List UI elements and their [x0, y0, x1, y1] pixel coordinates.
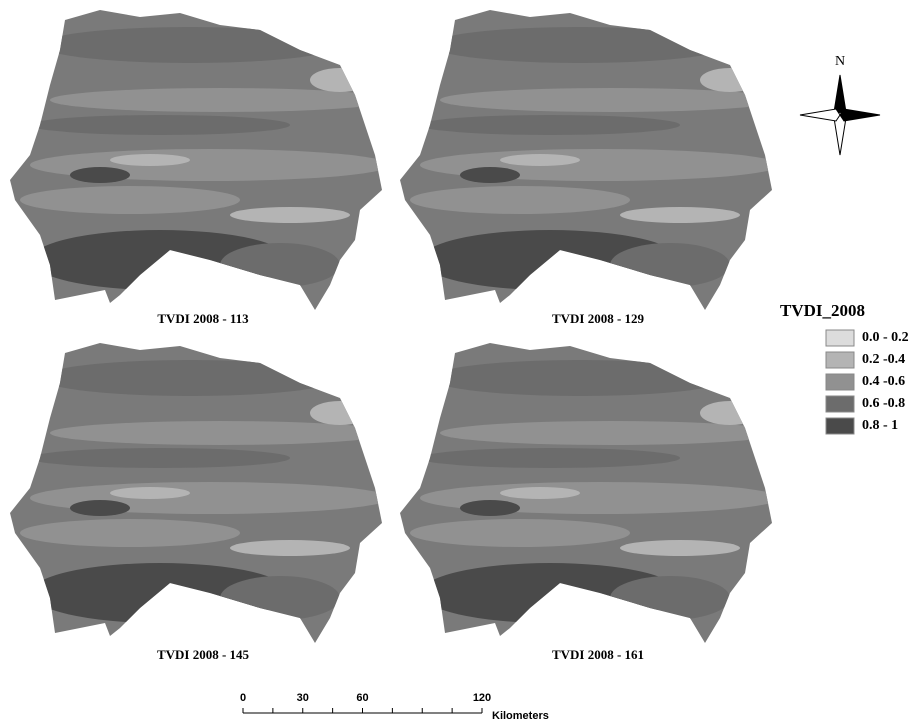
- scale-label: 60: [356, 692, 368, 704]
- scale-label: 30: [297, 692, 309, 704]
- legend-swatch: [826, 374, 854, 390]
- legend-swatch: [826, 330, 854, 346]
- map-panel: [400, 338, 780, 643]
- north-arrow: N: [800, 54, 880, 155]
- map-panel: [10, 338, 390, 643]
- scale-label: 120: [473, 692, 491, 704]
- map-panel: [10, 5, 390, 310]
- scale-unit: Kilometers: [492, 710, 549, 722]
- legend-label: 0.0 - 0.2: [862, 330, 909, 345]
- map-panel: [400, 5, 780, 310]
- legend-label: 0.8 - 1: [862, 418, 898, 433]
- legend-swatch: [826, 396, 854, 412]
- panel-title: TVDI 2008 - 129: [552, 311, 645, 326]
- legend-swatch: [826, 352, 854, 368]
- scale-label: 0: [240, 692, 246, 704]
- legend-label: 0.2 -0.4: [862, 352, 905, 367]
- panel-title: TVDI 2008 - 145: [157, 647, 250, 662]
- legend-label: 0.6 -0.8: [862, 396, 905, 411]
- north-label: N: [835, 54, 845, 69]
- panel-title: TVDI 2008 - 161: [552, 647, 644, 662]
- map-figure: TVDI 2008 - 113 TVDI 2008 - 129 TVDI 200…: [0, 0, 922, 725]
- legend-title: TVDI_2008: [780, 301, 865, 320]
- legend-label: 0.4 -0.6: [862, 374, 905, 389]
- panel-title: TVDI 2008 - 113: [157, 311, 249, 326]
- legend: 0.0 - 0.2 0.2 -0.4 0.4 -0.6 0.6 -0.8 0.8 - 1: [826, 330, 909, 434]
- legend-swatch: [826, 418, 854, 434]
